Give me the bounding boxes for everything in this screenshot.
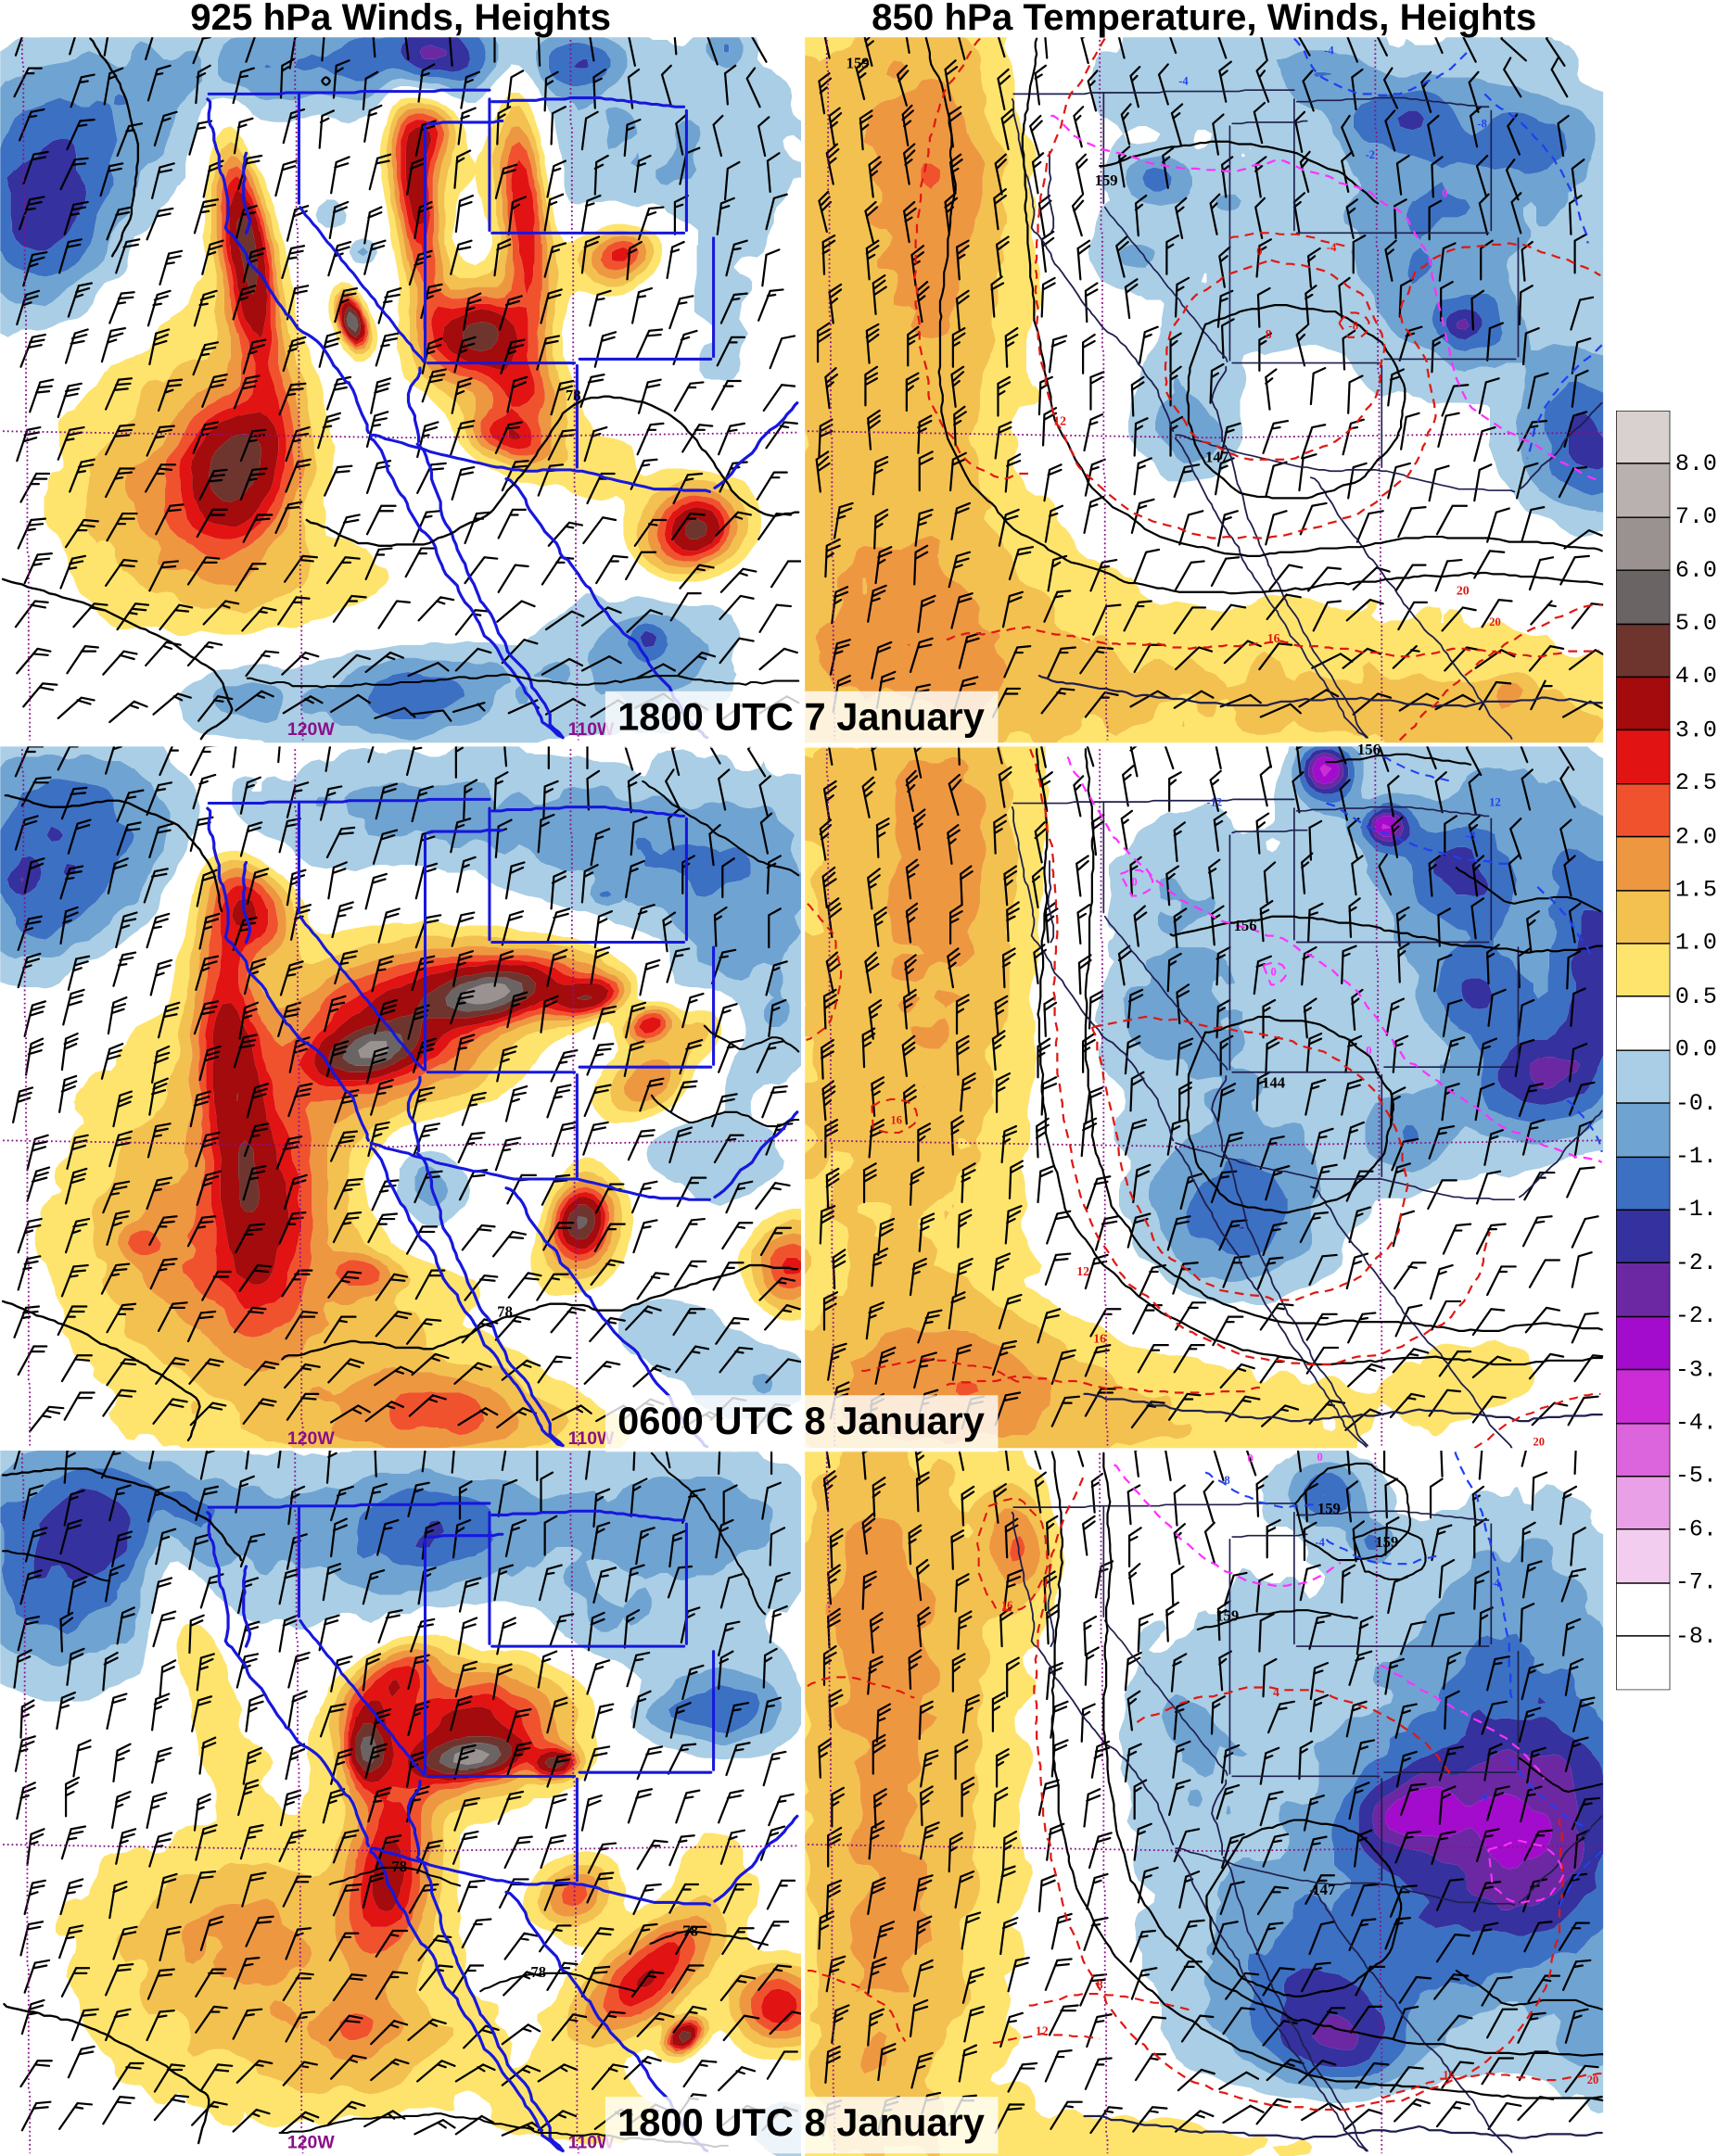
- svg-text:8: 8: [1225, 1474, 1230, 1487]
- svg-text:8: 8: [1097, 1978, 1103, 1992]
- svg-text:4: 4: [1273, 1686, 1279, 1700]
- svg-text:-2.5: -2.5: [1675, 1302, 1718, 1329]
- svg-text:16: 16: [891, 1113, 902, 1126]
- svg-text:-4: -4: [1490, 1577, 1500, 1590]
- svg-text:2.0: 2.0: [1675, 824, 1717, 851]
- svg-text:0: 0: [1317, 1451, 1323, 1464]
- svg-text:0600 UTC 8 January: 0600 UTC 8 January: [617, 1399, 985, 1442]
- svg-text:78: 78: [530, 1963, 546, 1981]
- svg-text:12: 12: [1489, 795, 1500, 808]
- svg-text:-1.5: -1.5: [1675, 1196, 1718, 1223]
- svg-text:159: 159: [1375, 1533, 1398, 1551]
- svg-text:0: 0: [1256, 245, 1262, 258]
- svg-text:7.0: 7.0: [1675, 503, 1717, 530]
- svg-text:925 hPa Winds, Heights: 925 hPa Winds, Heights: [190, 0, 611, 38]
- svg-text:-3.0: -3.0: [1675, 1356, 1718, 1383]
- svg-text:-2.0: -2.0: [1675, 1249, 1718, 1276]
- svg-text:0: 0: [1271, 966, 1277, 979]
- svg-text:1.0: 1.0: [1675, 929, 1717, 956]
- svg-text:-5.0: -5.0: [1675, 1462, 1718, 1489]
- svg-text:20: 20: [1457, 585, 1470, 599]
- svg-text:0.5: 0.5: [1675, 983, 1717, 1010]
- svg-text:12: 12: [1036, 2024, 1049, 2038]
- svg-text:1800 UTC 7 January: 1800 UTC 7 January: [617, 694, 985, 738]
- svg-text:78: 78: [566, 387, 581, 404]
- svg-text:110W: 110W: [568, 719, 615, 740]
- svg-text:156: 156: [1357, 741, 1381, 758]
- svg-text:-4: -4: [1477, 1791, 1487, 1804]
- svg-text:-6.0: -6.0: [1675, 1516, 1718, 1543]
- svg-text:-8: -8: [1466, 829, 1475, 842]
- svg-text:3.0: 3.0: [1675, 717, 1717, 743]
- svg-text:8.0: 8.0: [1675, 450, 1717, 477]
- svg-text:78: 78: [391, 1858, 407, 1875]
- svg-text:20: 20: [1587, 2074, 1598, 2086]
- svg-text:-4: -4: [1324, 44, 1334, 57]
- svg-text:1800 UTC 8 January: 1800 UTC 8 January: [617, 2100, 985, 2144]
- svg-text:78: 78: [497, 1303, 513, 1321]
- svg-text:16: 16: [1267, 632, 1280, 646]
- svg-text:-0.5: -0.5: [1675, 1090, 1718, 1117]
- svg-text:12: 12: [1053, 414, 1066, 428]
- svg-text:0: 0: [1442, 186, 1447, 199]
- svg-text:156: 156: [1234, 917, 1257, 934]
- svg-text:78: 78: [682, 1922, 698, 1940]
- svg-text:120W: 120W: [287, 719, 335, 740]
- svg-text:120W: 120W: [287, 1428, 335, 1449]
- svg-text:159: 159: [846, 55, 870, 72]
- svg-text:110W: 110W: [568, 1428, 615, 1449]
- svg-text:0.0: 0.0: [1675, 1036, 1717, 1063]
- svg-text:-8: -8: [1477, 117, 1486, 130]
- svg-text:0: 0: [1132, 875, 1138, 888]
- svg-text:20: 20: [1533, 1435, 1544, 1448]
- svg-text:2.5: 2.5: [1675, 769, 1717, 796]
- svg-text:-8.0: -8.0: [1675, 1623, 1718, 1650]
- svg-text:159: 159: [1095, 171, 1118, 189]
- svg-text:20: 20: [1489, 615, 1500, 628]
- svg-text:16: 16: [1443, 2069, 1454, 2082]
- svg-text:-4: -4: [1315, 1536, 1325, 1549]
- svg-text:-1.0: -1.0: [1675, 1143, 1718, 1170]
- svg-text:16: 16: [1001, 1599, 1012, 1612]
- svg-text:159: 159: [1215, 1606, 1239, 1624]
- svg-text:0: 0: [1366, 1044, 1371, 1057]
- svg-text:4.0: 4.0: [1675, 663, 1717, 690]
- svg-text:-2: -2: [1366, 148, 1375, 161]
- svg-text:-4: -4: [1178, 75, 1189, 88]
- svg-text:147: 147: [1312, 1881, 1335, 1898]
- svg-text:-7.0: -7.0: [1675, 1569, 1718, 1596]
- svg-text:6.0: 6.0: [1675, 557, 1717, 584]
- svg-text:144: 144: [1262, 1073, 1286, 1091]
- svg-text:159: 159: [1317, 1500, 1341, 1517]
- svg-text:-4: -4: [1327, 241, 1337, 254]
- svg-text:110W: 110W: [568, 2133, 615, 2153]
- svg-text:-8: -8: [1349, 319, 1358, 332]
- svg-text:12: 12: [1076, 1265, 1089, 1279]
- svg-text:850 hPa Temperature, Winds, He: 850 hPa Temperature, Winds, Heights: [872, 0, 1536, 38]
- svg-text:0: 0: [1248, 1452, 1254, 1465]
- svg-text:120W: 120W: [287, 2133, 335, 2153]
- svg-text:16: 16: [1093, 1332, 1106, 1346]
- svg-text:5.0: 5.0: [1675, 610, 1717, 637]
- svg-text:-12: -12: [1206, 795, 1222, 808]
- svg-text:8: 8: [1266, 328, 1272, 342]
- svg-text:-4.0: -4.0: [1675, 1409, 1718, 1436]
- svg-text:1.5: 1.5: [1675, 877, 1717, 904]
- svg-text:147: 147: [1205, 449, 1228, 466]
